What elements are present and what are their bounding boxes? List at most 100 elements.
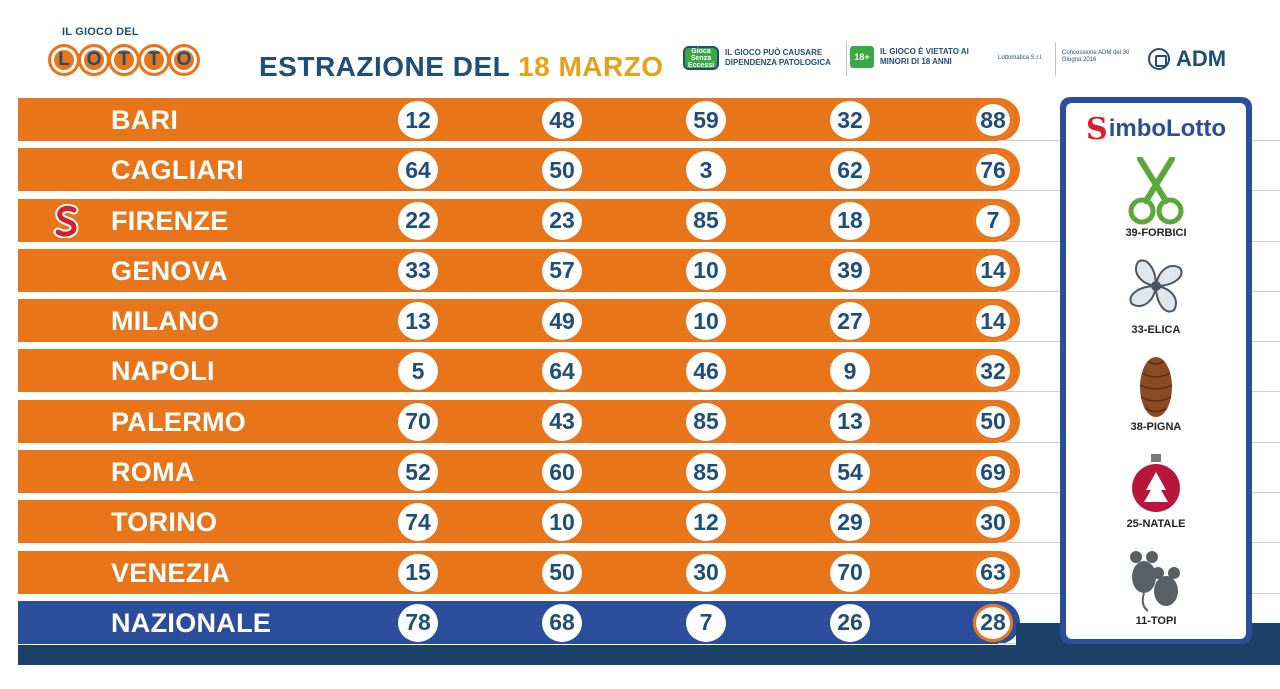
warning-text-1: IL GIOCO PUÒ CAUSARE DIPENDENZA PATOLOGI… — [725, 48, 831, 67]
drawn-number: 74 — [398, 503, 438, 542]
mice-icon — [1130, 551, 1180, 612]
symbol-label: 38-PIGNA — [1130, 421, 1182, 433]
simbolotto-panel: S imboLotto 39-FORBICI 33- — [1060, 97, 1252, 644]
symbol-item: 33-ELICA — [1066, 252, 1246, 349]
simbolotto-header: S imboLotto — [1066, 103, 1246, 155]
simbolotto-title: imboLotto — [1108, 115, 1226, 142]
drawn-number: 7 — [973, 201, 1013, 240]
drawn-number: 50 — [542, 151, 582, 190]
drawn-number: 13 — [398, 302, 438, 341]
city-row: PALERMO 70 43 85 13 50 — [18, 398, 1280, 448]
minors-warning: 18+ IL GIOCO È VIETATO AI MINORI DI 18 A… — [850, 46, 990, 68]
drawn-number: 78 — [398, 603, 438, 642]
city-name: PALERMO — [111, 406, 247, 437]
age-18-badge: 18+ — [850, 46, 874, 68]
drawn-number: 85 — [686, 402, 726, 441]
city-row: BARI 12 48 59 32 88 — [18, 96, 1280, 146]
drawn-number: 54 — [830, 453, 870, 492]
drawn-number: 46 — [686, 352, 726, 391]
drawn-number: 59 — [686, 101, 726, 139]
city-row: CAGLIARI 64 50 3 62 76 — [18, 146, 1280, 196]
logo-balls: L O T T O — [48, 44, 200, 76]
drawn-number: 49 — [542, 302, 582, 341]
drawn-number: 64 — [398, 151, 438, 190]
operator-text: Lottomatica S.r.l. — [998, 55, 1043, 61]
drawn-number: 18 — [830, 201, 870, 240]
adm-label: ADM — [1176, 46, 1227, 71]
drawn-number: 22 — [398, 201, 438, 240]
scissors-icon — [1128, 157, 1184, 225]
national-row: NAZIONALE 78 68 7 26 28 — [18, 599, 1280, 649]
drawn-number: 3 — [686, 151, 726, 190]
drawn-number: 30 — [973, 503, 1013, 542]
city-name: CAGLIARI — [111, 155, 244, 186]
divider — [1055, 42, 1056, 76]
city-name: NAPOLI — [111, 356, 215, 387]
city-name: GENOVA — [111, 255, 228, 286]
drawn-number: 57 — [542, 251, 582, 290]
drawn-number: 13 — [830, 402, 870, 441]
drawn-number: 10 — [542, 503, 582, 542]
logo-letter: T — [138, 44, 170, 76]
logo-letter: O — [168, 44, 200, 76]
drawn-number: 76 — [973, 151, 1013, 190]
warning-text-2: IL GIOCO È VIETATO AI MINORI DI 18 ANNI — [880, 47, 969, 66]
city-name: TORINO — [111, 507, 218, 538]
symbol-label: 11-TOPI — [1135, 615, 1177, 627]
drawn-number: 85 — [686, 201, 726, 240]
logo-letter: T — [108, 44, 140, 76]
drawn-number: 30 — [686, 553, 726, 592]
adm-logo: ADM — [1148, 46, 1226, 72]
logo-letter: O — [78, 44, 110, 76]
drawn-number: 50 — [973, 402, 1013, 441]
drawn-number: 5 — [398, 352, 438, 391]
logo-letter: L — [48, 44, 80, 76]
drawn-number: 26 — [830, 603, 870, 642]
drawn-number: 9 — [830, 352, 870, 391]
drawn-number: 28 — [973, 603, 1013, 642]
drawn-number: 85 — [686, 453, 726, 492]
city-row: VENEZIA 15 50 30 70 63 — [18, 549, 1280, 599]
city-row: ROMA 52 60 85 54 69 — [18, 448, 1280, 498]
symbol-item: 11-TOPI — [1066, 543, 1246, 640]
drawn-number: 14 — [973, 302, 1013, 341]
drawn-number: 23 — [542, 201, 582, 240]
drawn-number: 88 — [973, 101, 1013, 139]
city-row: NAPOLI 5 64 46 9 32 — [18, 347, 1280, 397]
lotto-logo: IL GIOCO DEL L O T T O — [48, 26, 218, 84]
page-title: ESTRAZIONE DEL 18 MARZO — [259, 51, 664, 83]
drawn-number: 69 — [973, 453, 1013, 492]
city-name: BARI — [111, 105, 179, 135]
drawn-number: 50 — [542, 553, 582, 592]
city-row: GENOVA 33 57 10 39 14 — [18, 247, 1280, 297]
propeller-icon — [1129, 259, 1183, 313]
drawn-number: 68 — [542, 603, 582, 642]
drawn-number: 63 — [973, 553, 1013, 592]
concession-text: Concessione ADM del 30 Giugno 2016 — [1062, 50, 1130, 63]
drawn-number: 33 — [398, 251, 438, 290]
drawn-number: 15 — [398, 553, 438, 592]
drawn-number: 32 — [973, 352, 1013, 391]
simbolotto-list: 39-FORBICI 33-ELICA — [1066, 155, 1246, 639]
drawn-number: 48 — [542, 101, 582, 139]
drawn-number: 27 — [830, 302, 870, 341]
city-name: VENEZIA — [111, 557, 231, 588]
adm-emblem-icon — [1148, 48, 1170, 70]
drawn-number: 12 — [398, 101, 438, 139]
christmas-ornament-icon — [1132, 454, 1180, 512]
symbol-label: 39-FORBICI — [1125, 227, 1187, 239]
drawn-number: 12 — [686, 503, 726, 542]
city-name: FIRENZE — [111, 205, 229, 236]
drawn-number: 64 — [542, 352, 582, 391]
drawn-number: 7 — [686, 603, 726, 642]
results-table: BARI 12 48 59 32 88 CAGLIARI 64 50 3 62 76 FIRENZE 22… — [18, 96, 1280, 649]
bottom-bar — [18, 623, 1280, 665]
drawn-number: 10 — [686, 251, 726, 290]
gioca-senza-eccessi-icon: Gioca Senza Eccessi — [683, 46, 719, 70]
drawn-number: 14 — [973, 251, 1013, 290]
drawn-number: 70 — [830, 553, 870, 592]
drawn-number: 70 — [398, 402, 438, 441]
city-row: TORINO 74 10 12 29 30 — [18, 498, 1280, 548]
drawn-number: 10 — [686, 302, 726, 341]
title-prefix: ESTRAZIONE DEL — [259, 51, 510, 82]
